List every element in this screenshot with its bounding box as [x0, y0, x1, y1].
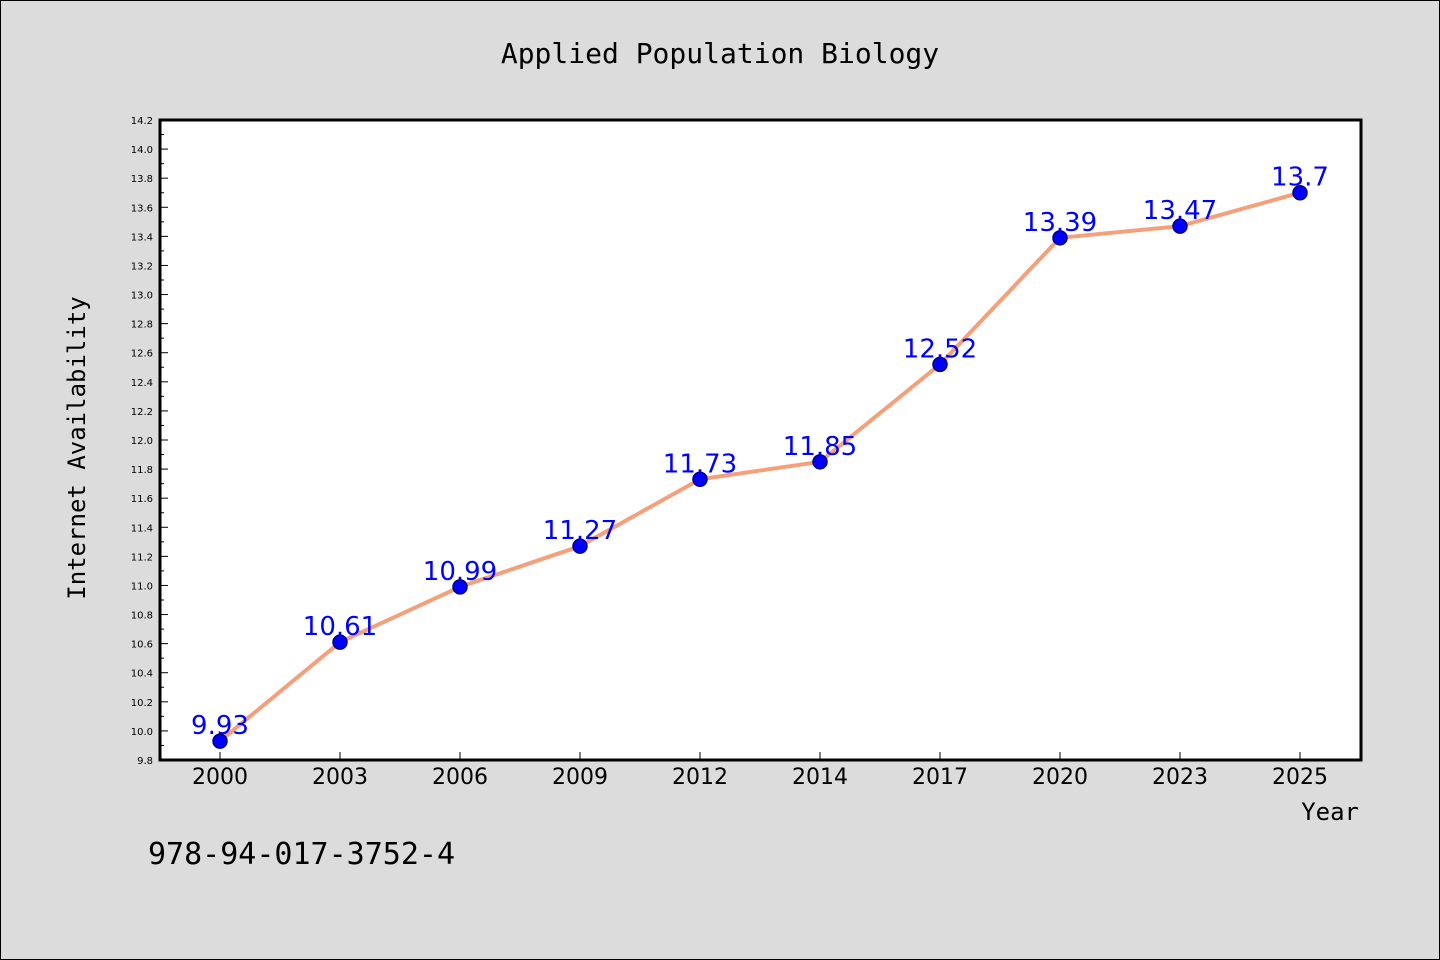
data-label: 9.93 — [191, 711, 249, 741]
y-tick-label: 10.8 — [131, 611, 153, 622]
x-tick-label: 2014 — [792, 765, 848, 790]
x-tick-label: 2025 — [1272, 765, 1328, 790]
data-label: 13.47 — [1143, 196, 1217, 226]
data-point — [212, 733, 228, 749]
y-tick-label: 9.8 — [137, 756, 153, 767]
y-tick-label: 13.6 — [131, 203, 153, 214]
data-point — [332, 634, 348, 650]
data-point — [932, 356, 948, 373]
data-label: 12.52 — [903, 334, 977, 364]
x-tick-label: 2000 — [192, 765, 248, 790]
x-axis-label: Year — [1301, 798, 1359, 826]
y-tick-label: 12.6 — [131, 349, 153, 360]
data-label: 10.99 — [423, 557, 497, 587]
y-axis-label: Internet Availability — [63, 296, 91, 599]
data-label: 13.7 — [1271, 163, 1329, 193]
y-tick-label: 12.4 — [131, 378, 153, 389]
y-tick-label: 13.4 — [131, 232, 153, 243]
plot-border — [158, 118, 1363, 762]
y-tick-label: 12.0 — [131, 436, 153, 447]
x-tick-label: 2012 — [672, 765, 728, 790]
y-tick-label: 10.4 — [131, 669, 153, 680]
y-tick-label: 12.2 — [131, 407, 153, 418]
x-tick-label: 2020 — [1032, 765, 1088, 790]
y-tick-label: 11.2 — [131, 552, 153, 563]
y-tick-label: 13.0 — [131, 291, 153, 302]
data-point — [572, 538, 588, 554]
x-tick-label: 2003 — [312, 765, 368, 790]
data-point — [692, 471, 708, 488]
y-axis: 9.8 10.0 10.2 10.4 10.6 10.8 11.0 11.2 11.4 11.6 1… — [131, 116, 168, 767]
series-line — [218, 190, 1302, 744]
y-tick-label: 14.2 — [131, 116, 153, 127]
data-label: 11.85 — [783, 432, 857, 462]
series-layer: 9.93 10.61 10.99 11.27 11.73 11.85 12.52 13.39 1… — [191, 163, 1329, 749]
x-tick-label: 2017 — [912, 765, 968, 790]
x-tick-label: 2009 — [552, 765, 608, 790]
y-tick-label: 11.6 — [131, 494, 153, 505]
y-tick-label: 14.0 — [131, 145, 153, 156]
x-tick-label: 2006 — [432, 765, 488, 790]
x-axis: 2000 2003 2006 2009 2012 2014 2017 2020 2023 2025 — [192, 752, 1328, 790]
data-label: 11.73 — [663, 449, 737, 479]
y-tick-label: 12.8 — [131, 320, 153, 331]
data-point — [1172, 218, 1188, 234]
data-point — [1292, 184, 1308, 201]
data-label: 10.61 — [303, 612, 377, 642]
data-point — [452, 579, 468, 595]
data-point — [1052, 230, 1068, 246]
data-label: 13.39 — [1023, 208, 1097, 238]
y-tick-label: 10.0 — [131, 727, 153, 738]
chart-title: Applied Population Biology — [501, 37, 939, 70]
y-tick-label: 13.8 — [131, 174, 153, 185]
y-tick-label: 10.2 — [131, 698, 153, 709]
data-point — [812, 454, 828, 470]
y-tick-label: 10.6 — [131, 640, 153, 651]
x-tick-label: 2023 — [1152, 765, 1208, 790]
isbn-text: 978-94-017-3752-4 — [148, 837, 455, 872]
y-tick-label: 11.0 — [131, 581, 153, 592]
data-label: 11.27 — [543, 516, 617, 546]
y-tick-label: 11.4 — [131, 523, 153, 534]
y-tick-label: 13.2 — [131, 261, 153, 272]
y-tick-label: 11.8 — [131, 465, 153, 476]
